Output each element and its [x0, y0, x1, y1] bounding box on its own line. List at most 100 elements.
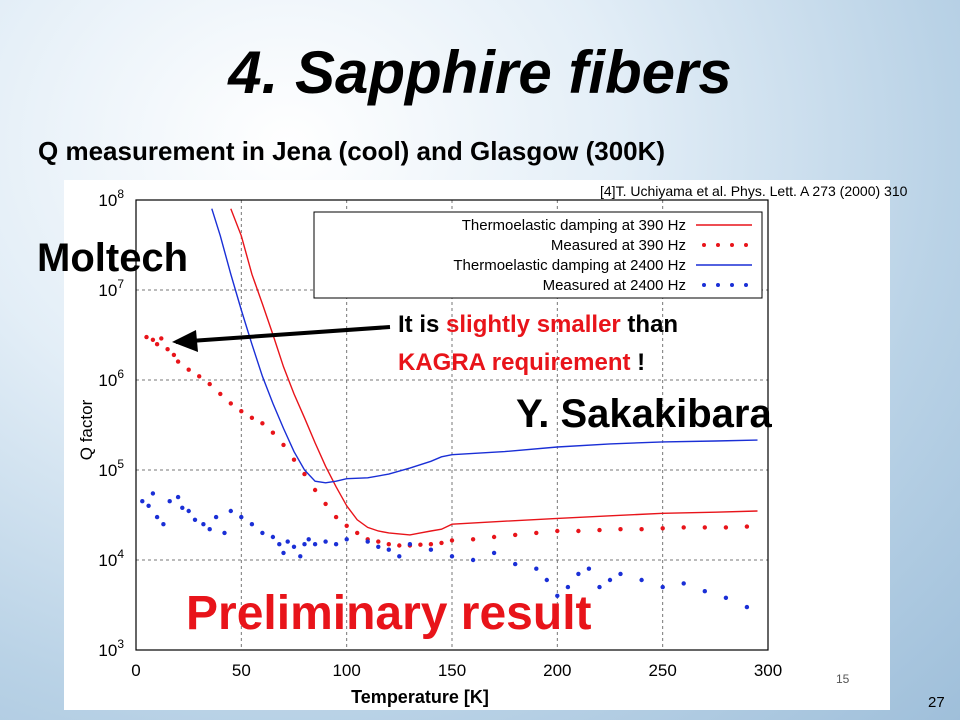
data-point: [597, 584, 602, 590]
data-point: [159, 336, 164, 341]
data-point: [555, 528, 560, 534]
x-tick-label: 50: [232, 661, 251, 680]
data-point: [586, 566, 592, 571]
data-point: [576, 528, 581, 534]
x-axis-label: Temperature [K]: [351, 687, 489, 707]
inner-page-number: 15: [836, 672, 850, 686]
data-point: [298, 554, 303, 559]
data-point: [249, 522, 255, 527]
data-point: [576, 571, 581, 577]
data-point: [744, 524, 750, 529]
data-point: [161, 522, 166, 527]
data-point: [513, 532, 518, 538]
legend-swatch: [730, 243, 734, 247]
legend-swatch: [744, 283, 748, 287]
data-point: [639, 527, 644, 532]
data-series: [140, 208, 758, 610]
data-point: [228, 508, 233, 514]
data-point: [397, 543, 402, 548]
data-point: [555, 593, 560, 598]
data-point: [333, 514, 339, 520]
legend-label: Thermoelastic damping at 390 Hz: [462, 217, 686, 234]
arrow-line: [175, 325, 391, 344]
legend-swatch: [716, 283, 720, 287]
data-point: [744, 604, 750, 610]
data-point: [277, 542, 282, 547]
data-point: [723, 525, 729, 530]
data-point: [175, 494, 181, 500]
data-point: [186, 367, 191, 372]
slide-title: 4. Sapphire fibers: [228, 39, 732, 106]
data-point: [723, 595, 729, 600]
data-point: [312, 487, 318, 493]
slide-subtitle: Q measurement in Jena (cool) and Glasgow…: [38, 136, 666, 166]
legend-swatch: [744, 243, 748, 247]
series-line: [230, 208, 758, 536]
data-point: [218, 391, 223, 397]
data-point: [154, 514, 160, 520]
note-text-3: !: [630, 349, 646, 376]
data-point: [260, 421, 265, 426]
data-point: [302, 471, 307, 477]
legend-swatch: [702, 283, 706, 287]
data-point: [513, 561, 518, 567]
data-point: [171, 352, 177, 358]
note-text-1: It is: [398, 311, 447, 338]
note-text-2: than: [620, 311, 679, 338]
x-tick-label: 200: [543, 661, 571, 680]
data-point: [386, 547, 391, 552]
preliminary-label: Preliminary result: [186, 587, 592, 640]
data-point: [660, 526, 665, 531]
data-point: [239, 409, 244, 414]
data-point: [491, 550, 497, 556]
data-point: [428, 542, 434, 547]
data-point: [197, 374, 202, 379]
reference-citation: [4]T. Uchiyama et al. Phys. Lett. A 273 …: [600, 183, 908, 199]
data-point: [150, 491, 156, 496]
series-0: [230, 208, 758, 536]
note-highlight-2: KAGRA requirement: [398, 349, 631, 376]
data-point: [597, 527, 602, 533]
data-point: [186, 508, 191, 514]
data-point: [207, 527, 212, 532]
data-point: [270, 430, 276, 435]
data-point: [544, 577, 549, 583]
x-tick-label: 250: [648, 661, 676, 680]
y-tick-label: 104: [98, 547, 124, 570]
data-point: [213, 514, 219, 520]
legend-swatch: [716, 243, 720, 247]
legend-swatch: [730, 283, 734, 287]
data-point: [418, 542, 423, 547]
data-point: [449, 554, 455, 559]
data-point: [207, 381, 212, 387]
data-point: [397, 554, 402, 559]
data-point: [167, 499, 172, 504]
y-tick-label: 106: [98, 367, 124, 390]
legend-label: Measured at 390 Hz: [551, 237, 686, 254]
data-point: [323, 539, 328, 544]
y-axis-label: Q factor: [77, 399, 96, 460]
data-point: [222, 530, 227, 536]
data-point: [291, 457, 297, 462]
axes: [135, 199, 769, 651]
data-point: [285, 539, 290, 544]
arrow-head: [172, 330, 198, 352]
data-point: [281, 550, 286, 556]
note-highlight-1: slightly smaller: [446, 311, 621, 338]
data-point: [491, 534, 497, 540]
data-point: [144, 334, 149, 340]
data-point: [534, 530, 539, 536]
data-point: [618, 571, 623, 577]
moltech-label: Moltech: [37, 236, 189, 280]
series-1: [144, 334, 750, 548]
x-tick-label: 150: [438, 661, 466, 680]
data-point: [146, 503, 151, 508]
data-point: [249, 415, 255, 420]
data-point: [386, 542, 391, 547]
data-point: [681, 525, 686, 530]
data-point: [355, 530, 360, 536]
series-3: [140, 491, 750, 610]
data-point: [439, 540, 444, 546]
legend-label: Measured at 2400 Hz: [543, 277, 686, 294]
data-point: [150, 337, 156, 342]
